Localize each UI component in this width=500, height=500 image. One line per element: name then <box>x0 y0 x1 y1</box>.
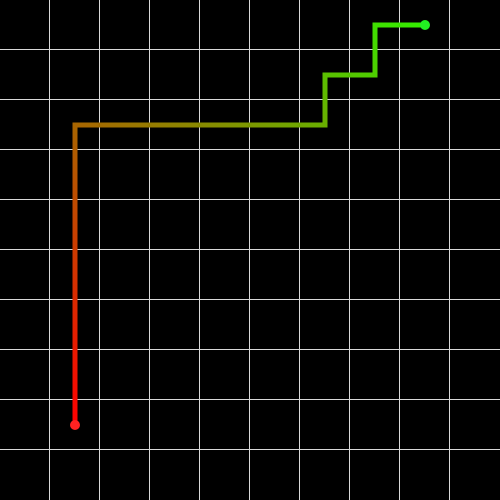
route-markers <box>70 20 430 430</box>
route-line <box>72 22 425 425</box>
route-path <box>72 22 425 425</box>
start-marker <box>70 420 80 430</box>
end-marker <box>420 20 430 30</box>
